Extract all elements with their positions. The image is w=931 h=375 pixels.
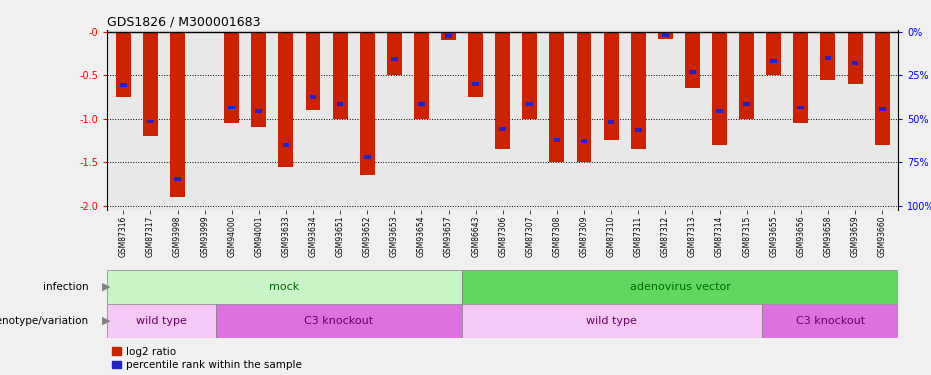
- Bar: [310, 95, 317, 99]
- Bar: [716, 109, 722, 113]
- Bar: [143, 32, 158, 136]
- Bar: [793, 32, 808, 123]
- Bar: [825, 56, 831, 60]
- Bar: [739, 32, 754, 119]
- Bar: [635, 128, 641, 132]
- Bar: [762, 304, 898, 338]
- Bar: [576, 32, 591, 162]
- Text: mock: mock: [269, 282, 300, 292]
- Bar: [414, 32, 429, 119]
- Bar: [278, 32, 293, 166]
- Legend: log2 ratio, percentile rank within the sample: log2 ratio, percentile rank within the s…: [113, 346, 302, 370]
- Text: C3 knockout: C3 knockout: [796, 316, 865, 326]
- Bar: [462, 270, 898, 304]
- Bar: [495, 32, 510, 149]
- Bar: [608, 120, 614, 124]
- Bar: [468, 32, 483, 97]
- Bar: [770, 59, 777, 63]
- Bar: [549, 32, 564, 162]
- Bar: [743, 102, 750, 106]
- Bar: [337, 102, 344, 106]
- Bar: [216, 304, 462, 338]
- Bar: [387, 32, 402, 75]
- Text: GDS1826 / M300001683: GDS1826 / M300001683: [107, 16, 261, 29]
- Bar: [445, 34, 452, 38]
- Bar: [472, 82, 479, 86]
- Bar: [662, 33, 668, 37]
- Bar: [107, 304, 216, 338]
- Bar: [441, 32, 456, 40]
- Bar: [847, 32, 862, 84]
- Bar: [499, 127, 506, 131]
- Text: wild type: wild type: [587, 316, 638, 326]
- Bar: [658, 32, 673, 39]
- Bar: [418, 102, 425, 106]
- Bar: [174, 177, 181, 181]
- Bar: [147, 120, 154, 123]
- Bar: [879, 106, 885, 111]
- Bar: [631, 32, 646, 149]
- Bar: [522, 32, 537, 119]
- Bar: [224, 32, 239, 123]
- Bar: [685, 32, 700, 88]
- Bar: [332, 32, 347, 119]
- Bar: [364, 154, 371, 159]
- Bar: [875, 32, 890, 145]
- Bar: [115, 32, 130, 97]
- Bar: [581, 140, 587, 143]
- Bar: [251, 32, 266, 128]
- Bar: [391, 57, 398, 61]
- Bar: [359, 32, 374, 175]
- Text: genotype/variation: genotype/variation: [0, 316, 88, 326]
- Text: wild type: wild type: [136, 316, 187, 326]
- Bar: [283, 143, 290, 147]
- Bar: [766, 32, 781, 75]
- Bar: [603, 32, 618, 140]
- Bar: [107, 270, 462, 304]
- Text: infection: infection: [43, 282, 88, 292]
- Bar: [527, 102, 533, 106]
- Text: ▶: ▶: [102, 316, 111, 326]
- Bar: [120, 83, 127, 87]
- Bar: [554, 138, 560, 142]
- Bar: [712, 32, 727, 145]
- Bar: [170, 32, 185, 197]
- Text: adenovirus vector: adenovirus vector: [629, 282, 731, 292]
- Text: ▶: ▶: [102, 282, 111, 292]
- Bar: [255, 109, 263, 113]
- Text: C3 knockout: C3 knockout: [304, 316, 373, 326]
- Bar: [228, 106, 236, 109]
- Bar: [798, 106, 804, 109]
- Bar: [820, 32, 835, 80]
- Bar: [689, 70, 695, 74]
- Bar: [462, 304, 762, 338]
- Bar: [852, 61, 858, 65]
- Bar: [305, 32, 320, 110]
